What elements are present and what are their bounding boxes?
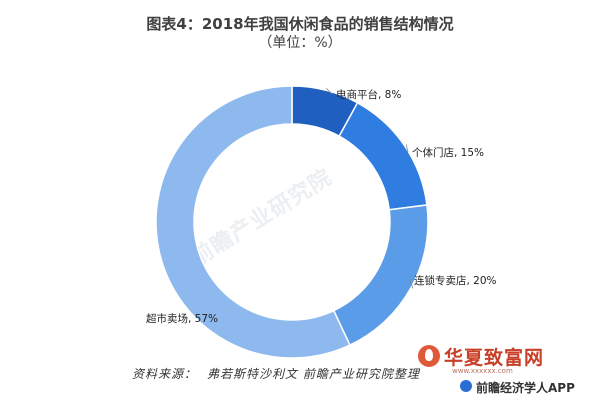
slice-label-3: 连锁专卖店, 20%	[414, 274, 497, 287]
slice-label-2: 个体门店, 15%	[412, 146, 484, 159]
app-logo-icon	[460, 380, 472, 392]
brand-url: www.xxxxxx.com	[452, 367, 513, 375]
donut-slices	[155, 85, 429, 359]
source-note: 资料来源： 弗若斯特沙利文 前瞻产业研究院整理	[132, 365, 430, 382]
brand-watermark: 华夏致富网	[444, 347, 545, 369]
leader-line-2	[405, 144, 409, 153]
app-watermark: 前瞻经济学人APP	[476, 381, 575, 395]
slice-labels: 电商平台, 8% 个体门店, 15% 连锁专卖店, 20% 超市卖场, 57%	[146, 88, 497, 325]
chart-subtitle: （单位：%）	[258, 35, 342, 51]
chart-title: 图表4：2018年我国休闲食品的销售结构情况	[146, 15, 454, 33]
donut-slice-4	[155, 85, 351, 359]
slice-label-4: 超市卖场, 57%	[146, 312, 218, 325]
source-label: 资料来源：	[132, 367, 198, 381]
slice-label-1: 电商平台, 8%	[336, 88, 401, 101]
brand-logo-icon	[418, 345, 440, 367]
leader-line-3	[409, 279, 414, 289]
source-text: 弗若斯特沙利文 前瞻产业研究院整理	[207, 367, 420, 381]
leader-line-1	[326, 88, 333, 95]
